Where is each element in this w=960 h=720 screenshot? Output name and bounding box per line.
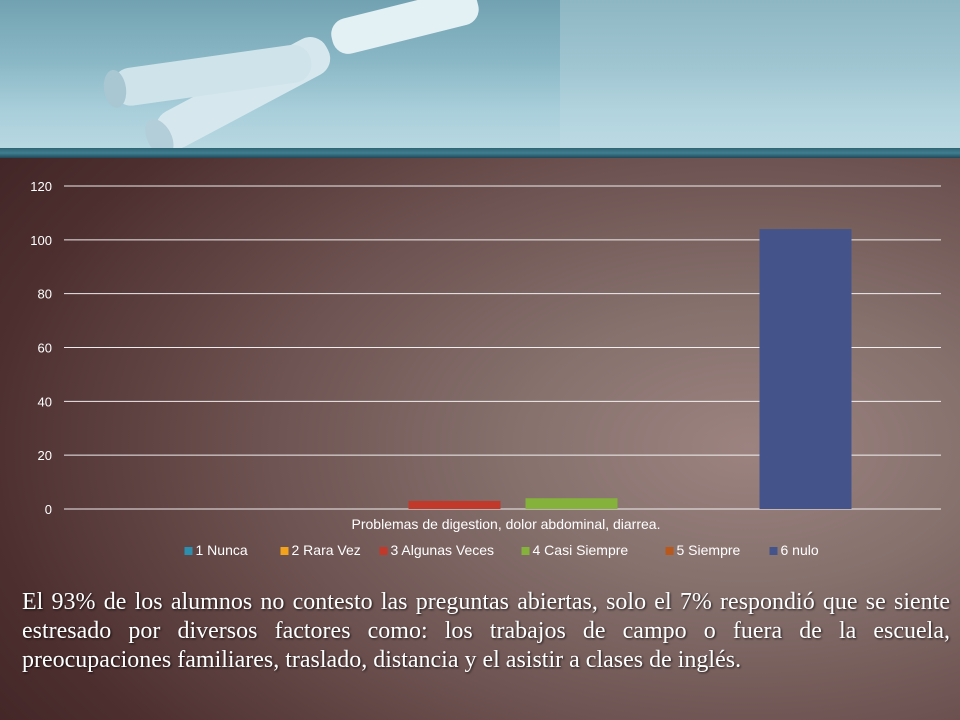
legend-label: 3 Algunas Veces <box>391 542 495 558</box>
bars <box>408 229 852 510</box>
legend-label: 6 nulo <box>781 542 819 558</box>
legend-swatch <box>769 547 778 555</box>
legend-item: 6 nulo <box>769 542 819 558</box>
bar-4 <box>525 498 618 509</box>
y-tick-label: 60 <box>38 341 52 356</box>
legend-item: 4 Casi Siempre <box>521 542 629 558</box>
y-tick-label: 20 <box>38 448 52 463</box>
y-tick-label: 40 <box>38 394 52 409</box>
chalk-pieces-illustration <box>0 0 960 150</box>
y-tick-label: 120 <box>30 179 52 194</box>
y-tick-label: 80 <box>38 287 52 302</box>
bar-chart: 0 20 40 60 80 100 120 Problemas de digestion, … <box>30 179 941 558</box>
banner-divider <box>0 148 960 158</box>
caption-text: El 93% de los alumnos no contesto las pr… <box>22 589 950 673</box>
bar-6 <box>759 229 852 510</box>
legend-label: 2 Rara Vez <box>292 542 361 558</box>
bar-3 <box>408 500 501 509</box>
x-axis-label: Problemas de digestion, dolor abdominal,… <box>352 516 661 532</box>
legend-label: 4 Casi Siempre <box>533 542 629 558</box>
legend-label: 1 Nunca <box>196 542 248 558</box>
header-banner-image <box>0 0 960 150</box>
legend-item: 1 Nunca <box>184 542 248 558</box>
y-axis-tick-labels: 0 20 40 60 80 100 120 <box>30 179 52 517</box>
legend-swatch <box>665 547 674 555</box>
legend-swatch <box>280 547 289 555</box>
y-tick-label: 0 <box>45 502 52 517</box>
y-tick-label: 100 <box>30 233 52 248</box>
legend-item: 5 Siempre <box>665 542 741 558</box>
legend: 1 Nunca 2 Rara Vez 3 Algunas Veces 4 Casi S… <box>184 542 819 558</box>
legend-swatch <box>521 547 530 555</box>
legend-swatch <box>184 547 193 555</box>
legend-item: 3 Algunas Veces <box>379 542 495 558</box>
legend-label: 5 Siempre <box>677 542 741 558</box>
legend-item: 2 Rara Vez <box>280 542 361 558</box>
legend-swatch <box>379 547 388 555</box>
